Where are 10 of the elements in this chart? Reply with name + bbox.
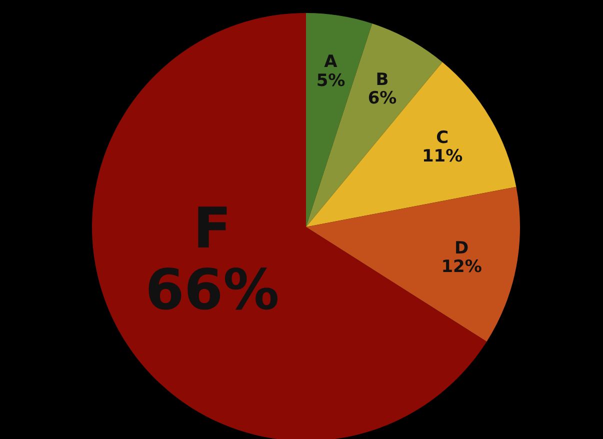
slice-label: C: [436, 128, 449, 148]
data-label: 12%: [441, 256, 482, 277]
data-label: 6%: [368, 88, 397, 109]
data-label: 5%: [316, 70, 346, 91]
pie-slice: [306, 186, 520, 342]
slice-label: D: [454, 238, 469, 258]
slice-label: B: [376, 70, 389, 90]
slice-label: A: [324, 52, 338, 72]
data-label: 11%: [422, 146, 463, 167]
pie-slice: [92, 13, 487, 439]
